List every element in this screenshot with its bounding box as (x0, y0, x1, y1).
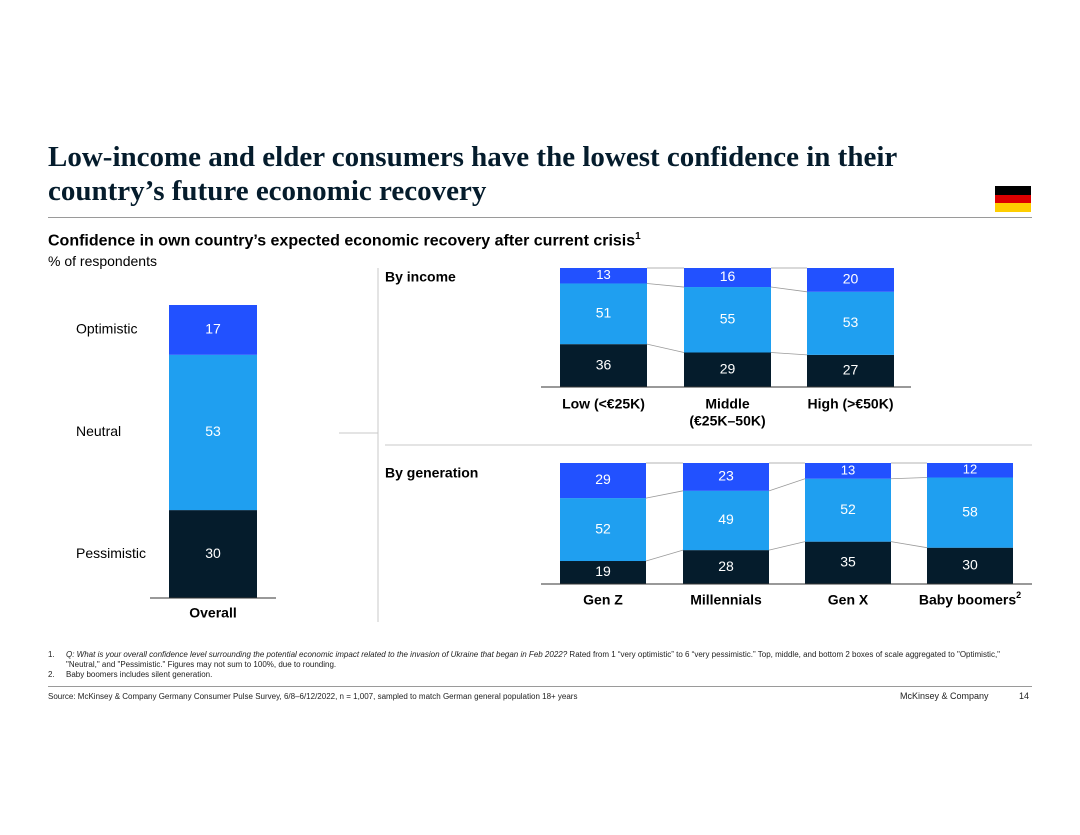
bar-segment-optimistic (560, 463, 646, 499)
series-connector-line (890, 477, 928, 480)
data-label: 36 (596, 356, 612, 372)
page-number: 14 (1019, 691, 1030, 701)
category-label: Low (<€25K) (562, 396, 645, 412)
footnote-body: Q: What is your overall confidence level… (66, 650, 1033, 670)
category-label: Baby boomers2 (919, 590, 1021, 607)
series-connector-line (770, 286, 808, 293)
bar-segment-neutral (169, 354, 257, 511)
category-footnote-marker: 2 (1016, 590, 1021, 600)
chart-subtitle: Confidence in own country’s expected eco… (48, 231, 641, 250)
series-connector-line (768, 541, 806, 551)
data-label: 55 (720, 310, 736, 326)
footnote-2: 2. Baby boomers includes silent generati… (48, 670, 1033, 680)
footer-divider (48, 686, 1032, 687)
bar-segment-optimistic (927, 463, 1013, 478)
footnote-number: 2. (48, 670, 55, 679)
bar-segment-neutral (927, 477, 1013, 548)
bar-segment-pessimistic (927, 547, 1013, 584)
bar-segment-neutral (684, 287, 771, 353)
segment-legend-label: Pessimistic (76, 545, 146, 561)
bar-segment-neutral (807, 291, 894, 355)
series-connector-line (646, 283, 685, 288)
bar-segment-pessimistic (683, 550, 769, 584)
data-label: 53 (205, 423, 221, 439)
bar-segment-pessimistic (807, 354, 894, 387)
bar-segment-neutral (683, 490, 769, 551)
data-label: 12 (963, 462, 977, 477)
data-label: 29 (595, 471, 611, 487)
chart-unit-label: % of respondents (48, 253, 157, 269)
bar-segment-optimistic (169, 305, 257, 355)
bar-segment-pessimistic (560, 344, 647, 387)
title-divider (48, 217, 1032, 218)
footnote-1: 1. Q: What is your overall confidence le… (48, 650, 1033, 670)
data-label: 27 (843, 362, 859, 378)
footnote-text: Rated from 1 “very optimistic” to 6 “ver… (66, 650, 1001, 669)
bar-segment-optimistic (560, 268, 647, 284)
flag-stripe-black (995, 186, 1031, 195)
bar-segment-pessimistic (169, 510, 257, 598)
segment-legend-label: Neutral (76, 423, 121, 439)
data-label: 52 (840, 501, 856, 517)
bar-segment-pessimistic (560, 561, 646, 584)
segment-legend-label: Optimistic (76, 321, 137, 337)
series-connector-line (890, 541, 928, 549)
data-label: 58 (962, 503, 978, 519)
category-label: Gen X (828, 592, 869, 608)
data-label: 19 (595, 563, 611, 579)
data-label: 20 (843, 271, 859, 287)
data-label: 13 (596, 267, 610, 282)
series-connector-line (646, 343, 685, 353)
category-label: (€25K–50K) (689, 413, 765, 429)
page-title: Low-income and elder consumers have the … (48, 141, 897, 207)
bar-segment-optimistic (805, 463, 891, 479)
data-label: 51 (596, 305, 612, 321)
footnote-text: Baby boomers includes silent generation. (66, 670, 213, 679)
flag-stripe-red (995, 194, 1031, 204)
data-label: 49 (718, 511, 734, 527)
bar-segment-pessimistic (684, 352, 771, 387)
bar-segment-optimistic (684, 268, 771, 288)
footnote-number: 1. (48, 650, 55, 659)
bar-segment-neutral (560, 498, 646, 562)
panel-title: By generation (385, 465, 478, 481)
source-note: Source: McKinsey & Company Germany Consu… (48, 692, 578, 701)
data-label: 35 (840, 554, 856, 570)
bar-segment-optimistic (807, 268, 894, 292)
data-label: 13 (841, 462, 855, 477)
category-label: High (>€50K) (808, 396, 894, 412)
data-label: 30 (205, 545, 221, 561)
bar-segment-neutral (805, 478, 891, 542)
bar-segment-optimistic (683, 463, 769, 491)
footnotes: 1. Q: What is your overall confidence le… (48, 650, 1033, 680)
brand-name: McKinsey & Company (900, 691, 989, 701)
panel-title: By income (385, 269, 456, 285)
category-label: Gen Z (583, 592, 623, 608)
germany-flag-icon (995, 186, 1031, 212)
chart-subtitle-text: Confidence in own country’s expected eco… (48, 232, 636, 250)
bar-segment-pessimistic (805, 541, 891, 584)
series-connector-line (770, 352, 808, 356)
data-label: 23 (718, 468, 734, 484)
data-label: 28 (718, 558, 734, 574)
data-label: 16 (720, 268, 736, 284)
bar-segment-neutral (560, 283, 647, 345)
subtitle-footnote-marker: 1 (635, 231, 641, 242)
category-label: Overall (189, 605, 236, 621)
data-label: 30 (962, 557, 978, 573)
data-label: 52 (595, 520, 611, 536)
footnote-question: Q: What is your overall confidence level… (66, 650, 568, 659)
data-label: 17 (205, 321, 221, 337)
series-connector-line (645, 490, 684, 499)
category-label: Millennials (690, 592, 762, 608)
series-connector-line (645, 549, 684, 562)
category-label: Middle (705, 396, 750, 412)
data-label: 29 (720, 360, 736, 376)
series-connector-line (768, 478, 806, 492)
data-label: 53 (843, 314, 859, 330)
flag-stripe-gold (995, 203, 1031, 212)
